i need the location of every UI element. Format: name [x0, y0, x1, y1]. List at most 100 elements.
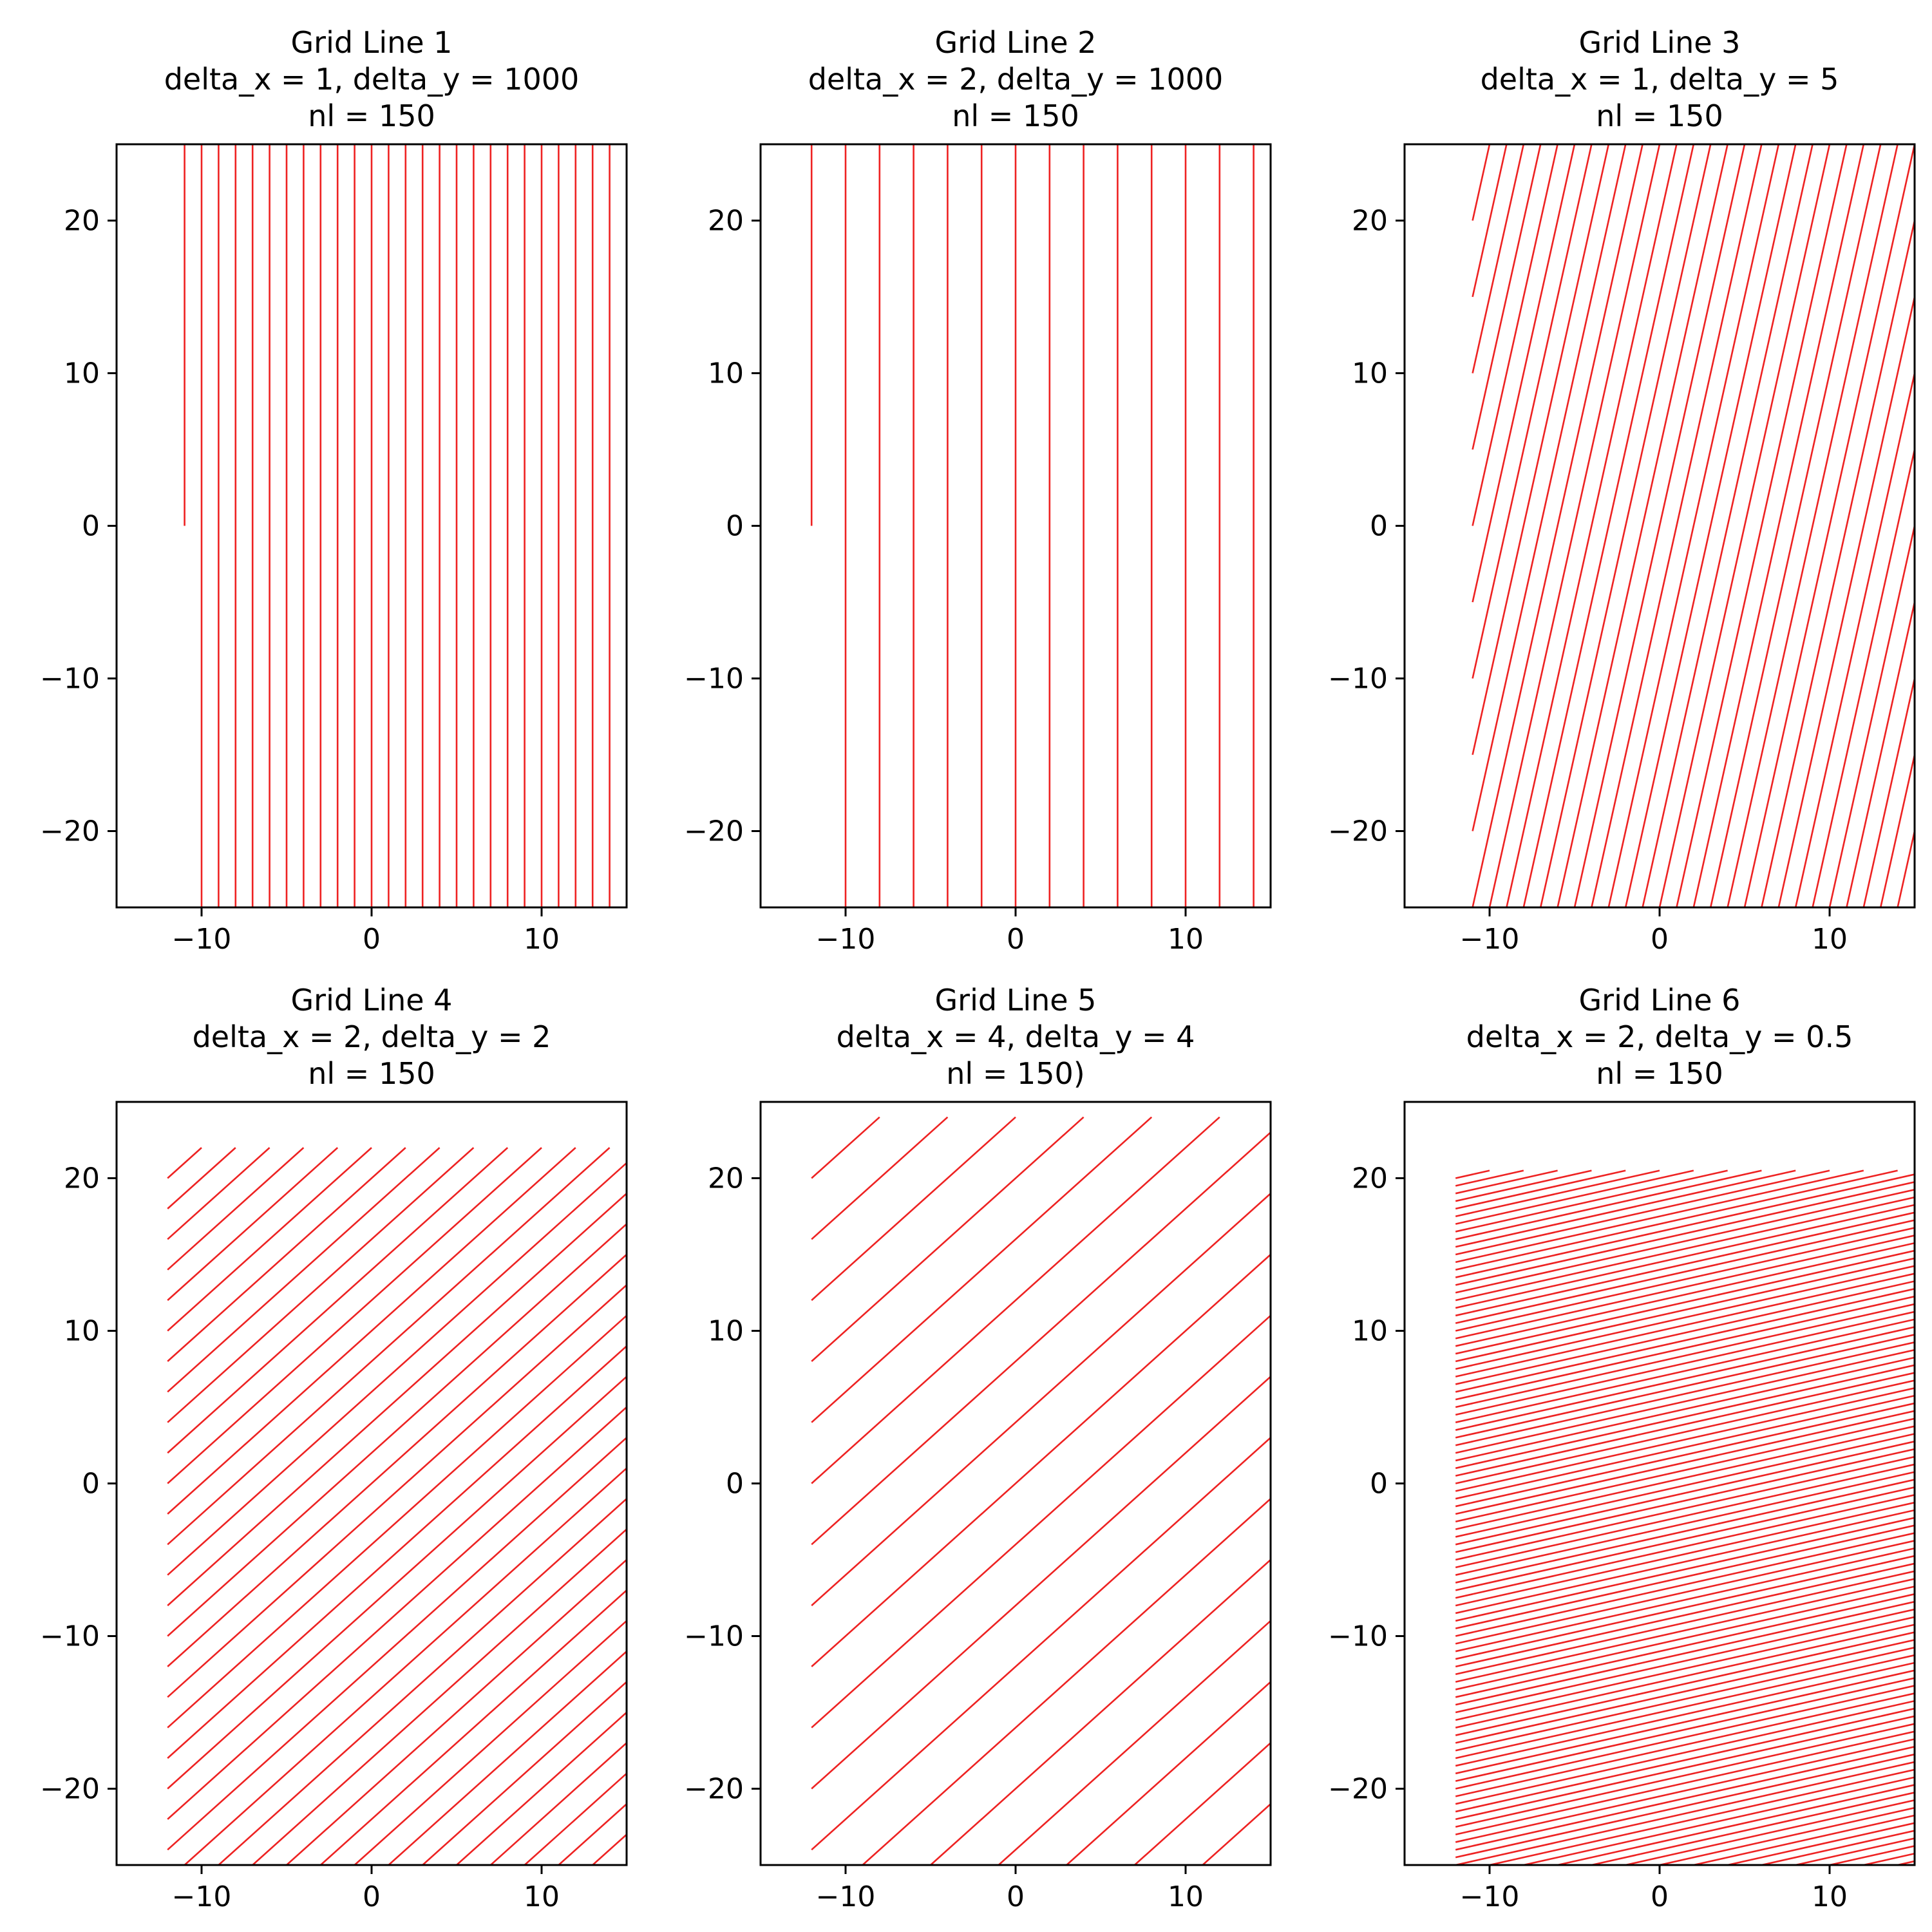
grid-line	[167, 1437, 627, 1851]
grid-line	[1455, 1303, 1915, 1408]
grid-line	[1455, 1547, 1915, 1653]
y-tick-label: 20	[1352, 205, 1388, 238]
grid-line	[1455, 1746, 1915, 1851]
x-tick-label: 10	[524, 1880, 560, 1913]
grid-line	[218, 1498, 627, 1865]
grid-line	[1455, 1524, 1915, 1629]
grid-line	[167, 1284, 627, 1698]
subplot-title-line: delta_x = 2, delta_y = 2	[193, 1019, 551, 1054]
grid-line	[1455, 1639, 1915, 1744]
grid-line	[167, 1314, 627, 1728]
grid-line	[592, 1833, 627, 1865]
grid-line	[167, 1406, 627, 1820]
y-tick-label: −10	[684, 663, 744, 696]
y-tick-label: 0	[726, 510, 744, 543]
grid-line	[1066, 1681, 1271, 1865]
subplot-title-line: Grid Line 4	[291, 983, 453, 1018]
grid-line	[1727, 144, 1899, 907]
grid-line	[1455, 1753, 1915, 1859]
grid-line	[1693, 1814, 1915, 1865]
grid-line	[319, 1589, 627, 1865]
grid-line	[1455, 1555, 1915, 1660]
grid-line	[1506, 144, 1678, 907]
grid-line	[1455, 1181, 1915, 1286]
y-tick-label: 20	[708, 205, 744, 238]
y-tick-label: 10	[64, 357, 100, 390]
grid-line	[1455, 1570, 1915, 1676]
grid-line	[167, 1254, 627, 1667]
grid-line	[1455, 1707, 1915, 1813]
grid-line	[1455, 1715, 1915, 1821]
grid-line	[1455, 1387, 1915, 1492]
grid-line	[1455, 1372, 1915, 1477]
grid-lines	[1455, 1170, 1915, 1865]
grid-line	[1455, 1334, 1915, 1439]
grid-line	[167, 1147, 236, 1209]
grid-line	[167, 1147, 305, 1271]
y-tick-label: −20	[40, 815, 100, 848]
grid-line	[1455, 1586, 1915, 1690]
y-tick-label: 0	[82, 1468, 100, 1501]
x-tick-label: 10	[1812, 923, 1848, 956]
grid-line	[1455, 1700, 1915, 1805]
x-tick-label: 0	[1651, 923, 1669, 956]
grid-line	[167, 1147, 440, 1393]
grid-line	[1455, 1318, 1915, 1423]
grid-line	[167, 1147, 202, 1179]
grid-line	[1455, 1311, 1915, 1416]
subplot-title-line: Grid Line 3	[1579, 25, 1741, 60]
subplot-title-line: delta_x = 4, delta_y = 4	[837, 1019, 1195, 1054]
grid-line	[811, 1116, 1153, 1423]
y-tick-label: −20	[1328, 815, 1388, 848]
subplot-title-line: nl = 150	[308, 99, 435, 133]
grid-line	[1455, 1692, 1915, 1797]
grid-line	[1455, 1433, 1915, 1538]
grid-line	[1455, 1669, 1915, 1775]
grid-line	[1829, 1845, 1915, 1865]
subplot-title-line: Grid Line 6	[1579, 983, 1741, 1018]
x-tick-label: 0	[1651, 1880, 1669, 1913]
grid-line	[1591, 1792, 1915, 1865]
subplot-title-line: delta_x = 2, delta_y = 0.5	[1466, 1019, 1853, 1054]
grid-line	[1455, 1170, 1524, 1187]
y-tick-label: 20	[708, 1162, 744, 1195]
grid-line	[1455, 1471, 1915, 1576]
grid-line	[1455, 1631, 1915, 1736]
subplot-title-line: nl = 150	[1596, 1056, 1723, 1091]
y-tick-label: 20	[64, 205, 100, 238]
y-tick-label: −10	[1328, 663, 1388, 696]
subplot-title-line: delta_x = 2, delta_y = 1000	[808, 62, 1224, 97]
grid-line	[1455, 1211, 1915, 1317]
grid-line	[1455, 1463, 1915, 1569]
grid-line	[1658, 144, 1831, 907]
grid-line	[1488, 144, 1661, 907]
grid-line	[1455, 1219, 1915, 1324]
grid-line	[1709, 144, 1882, 907]
grid-line	[1455, 1501, 1915, 1607]
grid-line	[1472, 144, 1593, 679]
grid-line	[1455, 1170, 1694, 1225]
grid-line	[1455, 1593, 1915, 1698]
subplot-title-line: delta_x = 1, delta_y = 1000	[164, 62, 580, 97]
y-tick-label: 20	[1352, 1162, 1388, 1195]
grid-line	[1455, 1448, 1915, 1553]
grid-line	[1472, 144, 1491, 221]
grid-line	[1455, 1170, 1626, 1210]
grid-line	[167, 1147, 576, 1515]
y-tick-label: 0	[1370, 510, 1388, 543]
grid-line	[167, 1376, 627, 1790]
grid-line	[1455, 1170, 1728, 1233]
grid-line	[1133, 1742, 1271, 1865]
grid-line	[1455, 1624, 1915, 1728]
y-tick-label: −20	[40, 1773, 100, 1806]
grid-line	[1557, 144, 1728, 907]
grid-line	[1676, 144, 1848, 907]
grid-line	[1455, 1723, 1915, 1828]
subplot-title-line: nl = 150	[1596, 99, 1723, 133]
y-tick-label: −20	[684, 815, 744, 848]
y-tick-label: −10	[40, 663, 100, 696]
grid-line	[1624, 144, 1797, 907]
grid-line	[1455, 1738, 1915, 1843]
